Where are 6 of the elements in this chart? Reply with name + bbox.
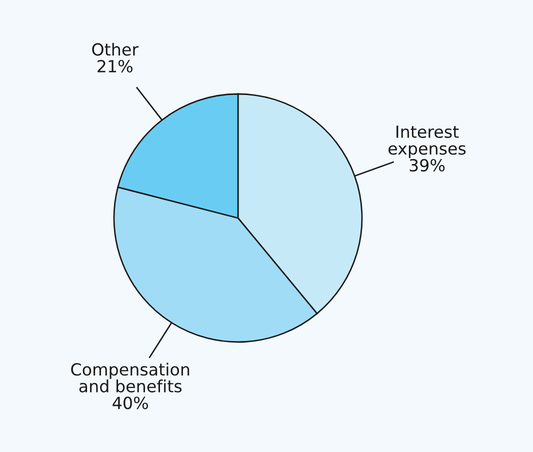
- data-label: 21%: [98, 60, 132, 72]
- data-label: 39%: [410, 158, 445, 172]
- slice-label: Compensation and benefits: [71, 362, 190, 392]
- slice-label: Other: [92, 42, 139, 56]
- slice-label: Interest expenses: [388, 126, 466, 158]
- data-label: 40%: [112, 396, 148, 410]
